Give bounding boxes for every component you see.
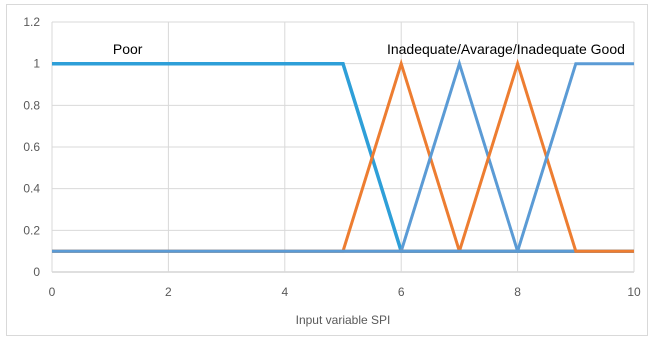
y-tick-label: 0.2	[23, 223, 40, 237]
chart-frame	[6, 4, 648, 336]
gridlines	[51, 21, 635, 273]
x-tick-label: 2	[165, 285, 172, 299]
y-tick-labels: 0 0.2 0.4 0.6 0.8 1 1.2	[23, 15, 40, 279]
y-tick-label: 1.2	[23, 15, 40, 29]
x-tick-label: 4	[281, 285, 288, 299]
annotations: Poor Inadequate/Avarage/Inadequate Good	[113, 41, 625, 57]
series-line-5	[52, 62, 634, 253]
series-lines	[52, 58, 634, 253]
y-tick-label: 0.8	[23, 98, 40, 112]
y-tick-label: 0.6	[23, 140, 40, 154]
y-tick-label: 1	[33, 57, 40, 71]
x-tick-label: 0	[49, 285, 56, 299]
annotation-1: Poor	[113, 41, 143, 57]
x-tick-labels: 0 2 4 6 8 10	[49, 285, 641, 299]
y-tick-label: 0.4	[23, 182, 40, 196]
y-tick-label: 0	[33, 265, 40, 279]
annotation-2: Inadequate/Avarage/Inadequate Good	[387, 41, 625, 57]
x-tick-label: 10	[627, 285, 641, 299]
x-axis-label: Input variable SPI	[296, 313, 391, 327]
x-tick-label: 6	[398, 285, 405, 299]
x-tick-label: 8	[514, 285, 521, 299]
